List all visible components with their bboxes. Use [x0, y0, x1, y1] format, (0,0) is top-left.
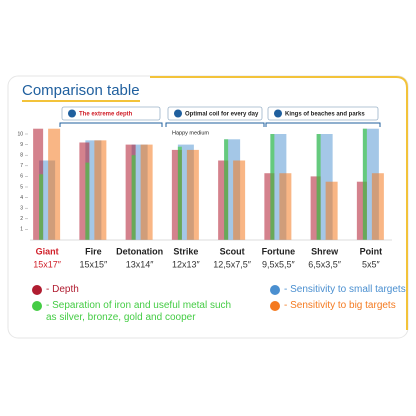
y-tick-label: 3: [20, 206, 23, 212]
size-label: 12,5x7,5″: [213, 259, 252, 269]
legend-marker: [270, 301, 280, 311]
y-tick-label: 8: [20, 153, 23, 159]
size-label: 15x15″: [80, 259, 109, 269]
size-label: 13x14″: [126, 259, 155, 269]
bar: [79, 142, 90, 240]
group-label: Optimal coil for every day: [185, 112, 259, 118]
bar: [140, 144, 153, 240]
bar: [94, 140, 107, 240]
bar: [279, 173, 292, 240]
annotation: Happy medium: [172, 130, 209, 136]
legend-marker: [32, 285, 42, 295]
y-tick-label: 5: [20, 184, 23, 190]
group-icon: [174, 109, 182, 118]
x-tick-label: Shrew: [311, 246, 339, 256]
bar: [270, 134, 275, 240]
bar: [33, 128, 44, 240]
bar: [310, 176, 321, 240]
size-label: 5x5″: [362, 259, 381, 269]
legend-marker: [32, 301, 42, 311]
bar: [371, 173, 384, 240]
chart-title: Comparison table: [22, 82, 140, 99]
x-tick-label: Fortune: [262, 246, 296, 256]
y-tick-label: 9: [20, 142, 23, 148]
group-icon: [68, 109, 76, 118]
y-tick-label: 6: [20, 174, 23, 180]
accent-border: [150, 76, 408, 330]
x-tick-label: Point: [360, 246, 383, 256]
bar: [316, 134, 321, 240]
bar: [177, 146, 182, 240]
x-tick-label: Giant: [36, 246, 59, 256]
legend-label: - Sensitivity to big targets: [284, 300, 396, 311]
x-tick-label: Scout: [220, 246, 245, 256]
bar: [264, 173, 275, 240]
bar: [85, 162, 90, 240]
bar: [131, 155, 136, 240]
group-bracket: [265, 122, 381, 127]
y-tick-label: 1: [20, 227, 23, 233]
bar: [186, 149, 199, 240]
bar: [218, 160, 229, 240]
x-tick-label: Fire: [85, 246, 102, 256]
bar: [325, 181, 338, 240]
legend-marker: [270, 285, 280, 295]
bar: [125, 144, 136, 240]
size-label: 6,5x3,5″: [308, 259, 342, 269]
y-tick-label: 7: [20, 163, 23, 169]
bar: [39, 174, 44, 240]
y-tick-label: 2: [20, 216, 23, 222]
legend-label: - Separation of iron and useful metal su…: [46, 300, 232, 323]
bar: [48, 128, 61, 240]
x-tick-label: Strike: [173, 246, 198, 256]
legend-label: - Sensitivity to small targets: [284, 284, 406, 295]
group-label: The extreme depth: [79, 112, 133, 118]
bar: [171, 149, 182, 240]
x-tick-label: Detonation: [116, 246, 163, 256]
size-label: 9,5x5,5″: [262, 259, 296, 269]
group-box: [61, 106, 161, 121]
group-label: Kings of beaches and parks: [285, 112, 365, 118]
y-tick-label: 10: [17, 131, 23, 137]
group-box: [167, 106, 263, 121]
bar: [362, 128, 367, 240]
bar: [356, 181, 367, 240]
group-icon: [274, 109, 282, 118]
group-bracket: [165, 122, 265, 127]
y-tick-label: 4: [20, 195, 23, 201]
group-bracket: [59, 122, 163, 127]
group-box: [267, 106, 379, 121]
bar: [224, 139, 229, 240]
bar: [233, 160, 246, 240]
size-label: 15x17″: [33, 259, 62, 269]
legend-label: - Depth: [46, 284, 79, 295]
size-label: 12x13″: [172, 259, 201, 269]
